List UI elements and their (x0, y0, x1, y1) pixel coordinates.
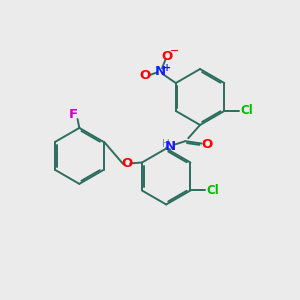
Text: O: O (140, 69, 151, 82)
Text: O: O (201, 138, 212, 151)
Text: +: + (163, 63, 171, 73)
Text: O: O (121, 158, 132, 170)
Text: F: F (69, 108, 78, 121)
Text: O: O (161, 50, 172, 63)
Text: N: N (155, 65, 166, 78)
Text: N: N (164, 140, 175, 153)
Text: Cl: Cl (207, 184, 219, 197)
Text: Cl: Cl (241, 104, 253, 118)
Text: H: H (162, 139, 170, 149)
Text: −: − (170, 46, 179, 56)
